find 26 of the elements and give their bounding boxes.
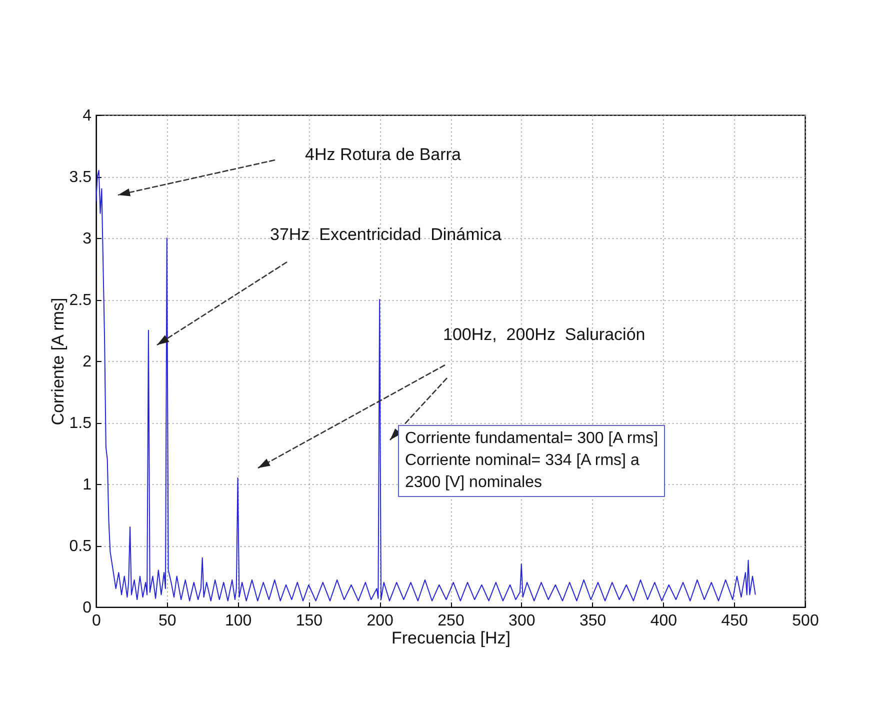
y-tick-label: 0.5 [69, 538, 92, 555]
annotation: 100Hz, 200Hz Saluración [443, 325, 646, 345]
annotation: 4Hz Rotura de Barra [305, 145, 461, 165]
x-tick-label: 350 [579, 612, 606, 630]
y-axis-title: Corriente [A rms] [48, 298, 68, 426]
y-tick-label: 1 [82, 476, 92, 494]
y-tick-label: 2 [82, 354, 92, 370]
x-tick-label: 100 [224, 612, 252, 630]
y-tick-label: 3.5 [69, 169, 92, 186]
x-tick-label: 200 [366, 612, 394, 630]
x-tick-label: 450 [721, 612, 748, 630]
annotation: Corriente fundamental= 300 [A rms] Corriente nominal= 334 [A rms] a 2300 [V] nominales [398, 425, 666, 497]
y-tick-label: 4 [82, 108, 92, 124]
y-tick-label: 3 [82, 230, 92, 248]
line-series [96, 170, 756, 602]
x-axis-title: Frecuencia [Hz] [391, 628, 511, 648]
x-tick-label: 300 [508, 612, 536, 630]
annotation: 37Hz Excentricidad Dinámica [270, 225, 502, 245]
x-tick-label: 500 [792, 612, 819, 630]
x-tick-label: 250 [438, 612, 464, 630]
x-tick-label: 400 [650, 612, 678, 630]
x-tick-label: 150 [296, 612, 323, 630]
y-tick-label: 0 [82, 600, 92, 616]
x-tick-label: 50 [158, 612, 176, 630]
y-tick-label: 1.5 [69, 415, 92, 432]
y-tick-label: 2.5 [69, 292, 92, 309]
